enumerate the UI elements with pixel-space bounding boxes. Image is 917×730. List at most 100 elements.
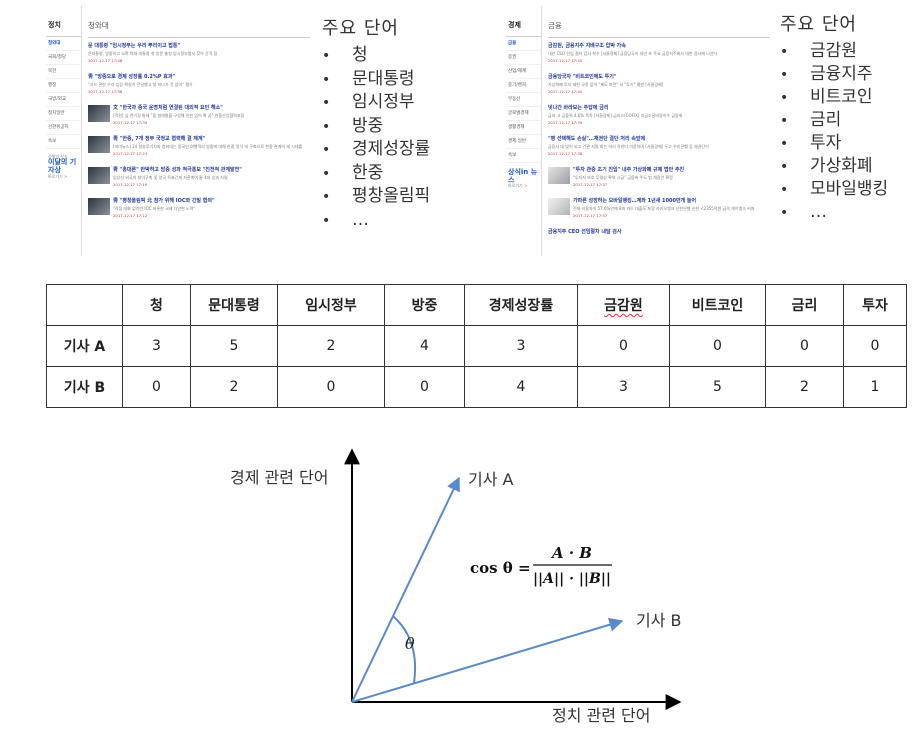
sidebar-item[interactable]: 국회/정당 [46,51,81,65]
article-thumbnail[interactable] [548,167,570,184]
article-title[interactable]: 靑 "평창올림픽 北 참가 위해 IOC와 긴밀 협의" [113,198,215,204]
article-item[interactable]: 靑 "홍대론" 반박하고 방중 성과 적극홍보 "진전적 관계발전" 임상선 외… [88,162,310,193]
article-body: 금리 고 금융위 4.6% 목차 [서울경제] 금리스(COFIX) 지금조달비… [548,113,683,118]
article-item[interactable]: 가파른 성장하는 모바일뱅킹…계좌 1년새 1000만개 늘어 전체 이용자의 … [548,193,770,224]
bullet-icon: • [780,159,789,175]
article-body: [객원] 심 연기정 통제 "중 발레컬을 구성해 인천 있어 확 꿈" 한중산… [113,113,245,118]
keyword-text: 금융지주 [810,64,873,84]
article-meta: 2017-12-17 17:37 [573,212,608,218]
sidebar-item[interactable]: 행정 [46,79,81,93]
article-item[interactable]: 靑 "한중, 7개 정부 국정교 협력해 결 체계" [의미뉴스] 24 청송루… [88,131,310,162]
article-thumbnail[interactable] [88,105,110,122]
article-title[interactable]: "투자 관중 조기 진입" 내주 가상화폐 규제 법안 추진 [573,167,685,173]
politics-sidebar: 정치 청와대 국회/정당 북한 행정 국방/외교 정치일반 선관위공지 속보 정… [46,6,82,256]
sidebar-item[interactable]: 정치일반 [46,107,81,121]
keyword-item: • 모바일뱅킹 [780,178,888,201]
article-item[interactable]: 靑 "평창올림픽 北 참가 위해 IOC와 긴밀 협의" "직접 대화 없지만 … [88,193,310,224]
keyword-item: •… [780,201,888,224]
table-cell: 0 [384,366,465,408]
sidebar-item[interactable]: 국방/외교 [46,93,81,107]
article-title[interactable]: 文 "한국과 중국 운명처럼 연결된 대외적 요인 해소" [113,105,223,111]
politics-keywords: 주요 단어 • 청 • 문대통령 • 임시정부 • 방중 • 경제성장률 • 한중 • 평창올… [322,14,430,232]
article-body: "투자자 보호 투명성 확보 시급" 금융위 주도 법 개정안 확정 [573,175,673,180]
bullet-icon: • [780,113,789,129]
article-item[interactable]: 빗나간 바라보는 주답에 금리 금리 고 금융위 4.6% 목차 [서울경제] … [548,100,770,131]
word-frequency-table: 청 문대통령 임시정부 방중 경제성장률 금감원 비트코인 금리 투자 기사 A… [46,284,907,408]
sidebar-item[interactable]: 증권 [506,51,541,65]
sidebar-item[interactable]: 금융 [506,37,541,51]
economy-keywords: 주요 단어 • 금감원 • 금융지주 • 비트코인 • 금리 • 투자 • 가상화폐 • 모바… [780,10,888,224]
sidebar-item[interactable]: 청와대 [46,37,81,51]
bullet-icon: • [780,67,789,83]
section-title: 청와대 [88,6,310,38]
keyword-item: • 한중 [322,162,430,186]
sidebar-item[interactable]: 중기/벤처 [506,79,541,93]
article-title[interactable]: 금융당국자 "비트코인에도 투기" [548,74,617,80]
bullet-icon: • [322,71,331,88]
angle-label: θ [405,634,415,653]
article-thumbnail[interactable] [88,167,110,184]
table-cell: 4 [384,325,465,367]
sidebar-item[interactable]: 선관위공지 [46,121,81,135]
sidebar-item[interactable]: 북한 [46,65,81,79]
sidebar-item[interactable]: 산업/재계 [506,65,541,79]
article-thumbnail[interactable] [88,136,110,153]
cosine-similarity-diagram: 경제 관련 단어 정치 관련 단어 기사 A 기사 B θ cos θ = A … [230,448,682,725]
sidebar-item[interactable]: 글로벌경제 [506,107,541,121]
keyword-text: 평창올림픽 [352,186,431,206]
promo-sub: 바로가기 > [48,173,68,179]
table-header-cell: 임시정부 [277,284,385,326]
article-item[interactable]: 문 대통령 "임시정부는 우리 뿌리이고 법통" 문대통령, 방중하고 오며 역… [88,38,310,69]
article-title[interactable]: 금융지주 CEO 선임절차 내달 검사 [548,229,622,235]
article-item[interactable]: 금감원, 금융지주 지배구조 압박 가속 내년 CEO 선임 절차 검사 착수 … [548,38,770,69]
article-meta: 2017-12-17 17:38 [548,150,583,156]
keyword-item: • 청 [322,44,430,68]
article-title[interactable]: 가파른 성장하는 모바일뱅킹…계좌 1년새 1000만개 늘어 [573,198,697,204]
sidebar-item[interactable]: 생활경제 [506,121,541,135]
article-meta: 2017-12-17 17:40 [548,57,583,63]
table-header-cell: 투자 [843,284,907,326]
article-body: 전체 이용자의 57.6%만에 8개 카드 대출도 포함 카카오뱅크 신한은행 … [573,206,755,211]
article-item[interactable]: 금융지주 CEO 선임절차 내달 검사 [548,224,770,255]
sidebar-title: 경제 [506,6,541,37]
article-title[interactable]: 문 대통령 "임시정부는 우리 뿌리이고 법통" [88,43,181,49]
article-item[interactable]: "평 선택해도 손실"…채권단 결단 처리 속앞에 금융사 대 빚어 되고 건관… [548,131,770,162]
table-cell: 0 [122,366,191,408]
bullet-icon: • [322,95,331,111]
article-thumbnail[interactable] [548,198,570,215]
keyword-text: … [352,209,369,230]
article-title[interactable]: 靑 "한중, 7개 정부 국정교 협력해 결 체계" [113,136,206,142]
sidebar-item[interactable]: 부동산 [506,93,541,107]
article-title[interactable]: 빗나간 바라보는 주답에 금리 [548,105,609,111]
promo-banner[interactable]: 상식in 뉴스 바로가기 > [506,163,541,189]
article-thumbnail[interactable] [88,198,110,215]
keyword-text: 투자 [810,133,842,153]
vector-b-label: 기사 B [636,611,682,630]
politics-article-list: 청와대 문 대통령 "임시정부는 우리 뿌리이고 법통" 문대통령, 방중하고 … [88,6,310,256]
table-header-cell: 문대통령 [190,284,278,326]
article-item[interactable]: "투자 관중 조기 진입" 내주 가상화폐 규제 법안 추진 "투자자 보호 투… [548,162,770,193]
sidebar-item[interactable]: 속보 [46,135,81,149]
bullet-icon: • [780,44,789,60]
x-axis-label: 정치 관련 단어 [552,706,651,725]
table-header-cell: 금감원 [577,284,670,326]
bullet-icon: • [322,142,331,158]
article-body: [의미뉴스] 24 청송루기자와 청와대는 중국인 여행객의 방중에 대해 한중… [113,144,303,149]
sidebar-item[interactable]: 속보 [506,149,541,163]
article-item[interactable]: 文 "한국과 중국 운명처럼 연결된 대외적 요인 해소" [객원] 심 연기정… [88,100,310,131]
sidebar-item[interactable]: 경제 일반 [506,135,541,149]
article-body: "사드 관련 우리 입장 확실히 전달했고 첫 지나가 것 없어" 평가 [88,82,193,87]
article-title[interactable]: "평 선택해도 손실"…채권단 결단 처리 속앞에 [548,136,646,142]
article-title[interactable]: 靑 "방중으로 경제 성장률 0.2%P 효과" [88,74,176,80]
article-title[interactable]: 靑 "홍대론" 반박하고 방중 성과 적극홍보 "진전적 관계발전" [113,167,242,173]
promo-banner[interactable]: 정책의 산실 이달의 기자상 바로가기 > [46,149,81,179]
article-meta: 2017-12-17 17:39 [548,119,583,125]
table-header-row: 청 문대통령 임시정부 방중 경제성장률 금감원 비트코인 금리 투자 [46,284,907,326]
row-label: 기사 A [46,325,123,367]
article-item[interactable]: 금융당국자 "비트코인에도 투기" 가상화폐 투자 제한 규정 없어 "제도 마… [548,69,770,100]
keyword-text: 금감원 [810,41,857,61]
table-cell: 0 [843,325,907,367]
article-item[interactable]: 靑 "방중으로 경제 성장률 0.2%P 효과" "사드 관련 우리 입장 확실… [88,69,310,100]
bullet-icon: • [322,189,331,205]
article-title[interactable]: 금감원, 금융지주 지배구조 압박 가속 [548,43,626,49]
